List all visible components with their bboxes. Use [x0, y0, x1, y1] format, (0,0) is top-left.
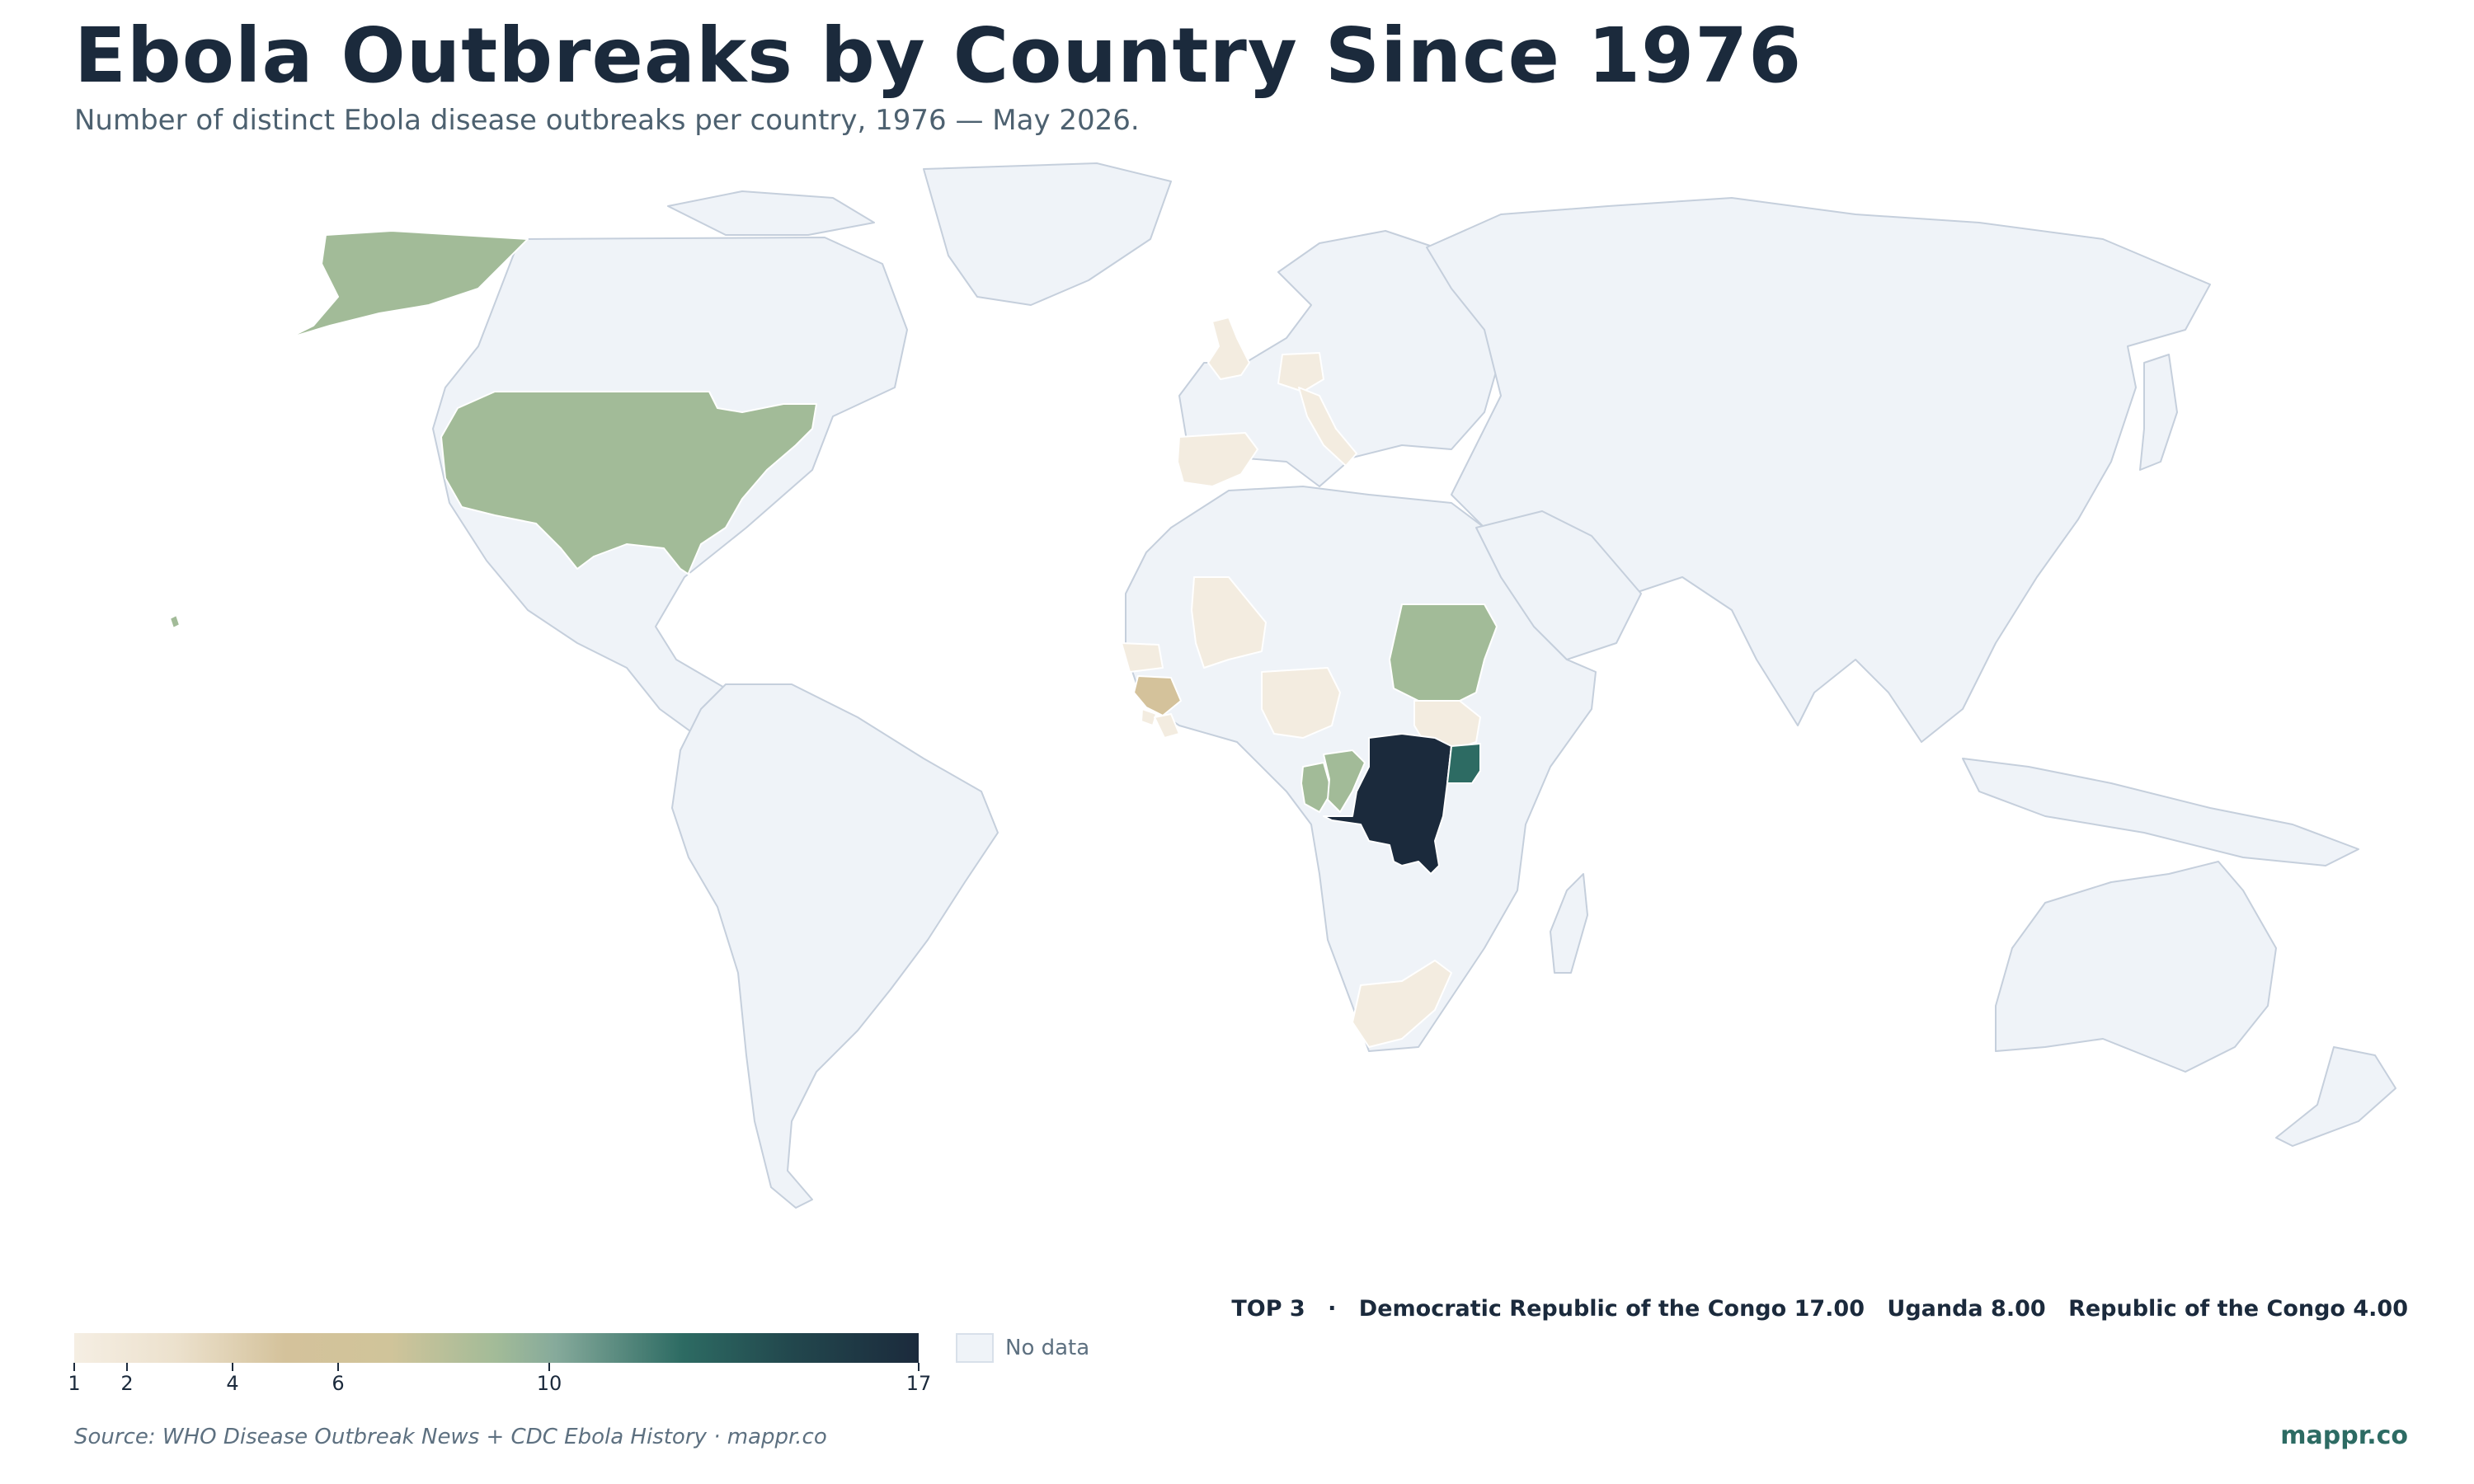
- country-republic-of-the-congo[interactable]: [1323, 749, 1366, 813]
- landmass-new-zealand: [2275, 1046, 2396, 1147]
- legend-tick-mark: [232, 1363, 233, 1371]
- legend-tick-mark: [126, 1363, 128, 1371]
- country-uganda[interactable]: [1446, 743, 1481, 784]
- top3-item-2: Uganda 8.00: [1887, 1296, 2046, 1322]
- country-senegal[interactable]: [1121, 642, 1164, 673]
- landmass-greenland: [923, 162, 1172, 306]
- legend-tick-mark: [918, 1363, 920, 1371]
- country-nigeria[interactable]: [1261, 667, 1341, 739]
- landmass-south-america: [671, 683, 999, 1209]
- landmass-southeast-asia-islands: [1962, 758, 2359, 866]
- source-note: Source: WHO Disease Outbreak News + CDC …: [74, 1425, 827, 1449]
- country-gabon[interactable]: [1300, 762, 1333, 813]
- color-scale-legend: [74, 1333, 919, 1363]
- landmass-arabia: [1475, 510, 1642, 660]
- legend-tick-label: 6: [332, 1372, 345, 1395]
- country-spain[interactable]: [1177, 432, 1258, 487]
- country-hawaii-united-states[interactable]: [169, 614, 181, 629]
- country-mali[interactable]: [1191, 576, 1267, 669]
- top3-item-1: Democratic Republic of the Congo 17.00: [1358, 1296, 1865, 1322]
- legend-tick-mark: [73, 1363, 75, 1371]
- top3-separator: ·: [1328, 1296, 1337, 1322]
- landmass-australia: [1995, 861, 2277, 1073]
- no-data-swatch: [956, 1333, 994, 1363]
- legend-tick-label: 1: [68, 1372, 81, 1395]
- page-subtitle: Number of distinct Ebola disease outbrea…: [74, 104, 1140, 137]
- legend-tick-label: 10: [536, 1372, 562, 1395]
- top3-item-3: Republic of the Congo 4.00: [2068, 1296, 2408, 1322]
- legend-tick-label: 2: [120, 1372, 134, 1395]
- country-switzerland[interactable]: [1277, 352, 1324, 392]
- landmass-japan: [2139, 354, 2178, 471]
- page-title: Ebola Outbreaks by Country Since 1976: [74, 12, 1803, 100]
- world-choropleth-map: [169, 162, 2396, 1209]
- landmass-madagascar: [1550, 873, 1588, 974]
- country-sudan[interactable]: [1389, 603, 1498, 706]
- country-italy[interactable]: [1298, 387, 1357, 467]
- country-alaska-united-states[interactable]: [271, 230, 529, 347]
- country-united-states[interactable]: [440, 391, 817, 578]
- country-layer: [169, 230, 1498, 1048]
- legend-tick-label: 17: [905, 1372, 932, 1395]
- brand-link[interactable]: mappr.co: [2280, 1421, 2408, 1450]
- country-sierra-leone[interactable]: [1141, 708, 1157, 726]
- top3-summary: TOP 3 · Democratic Republic of the Congo…: [1231, 1296, 2408, 1322]
- country-liberia[interactable]: [1154, 713, 1180, 739]
- country-united-kingdom[interactable]: [1207, 317, 1250, 380]
- landmass-arctic-canada: [667, 190, 875, 236]
- legend-tick-label: 4: [226, 1372, 239, 1395]
- no-data-label: No data: [1005, 1336, 1090, 1360]
- top3-label: TOP 3: [1231, 1296, 1305, 1322]
- legend-tick-mark: [337, 1363, 339, 1371]
- country-south-africa[interactable]: [1352, 960, 1452, 1048]
- legend-tick-mark: [548, 1363, 550, 1371]
